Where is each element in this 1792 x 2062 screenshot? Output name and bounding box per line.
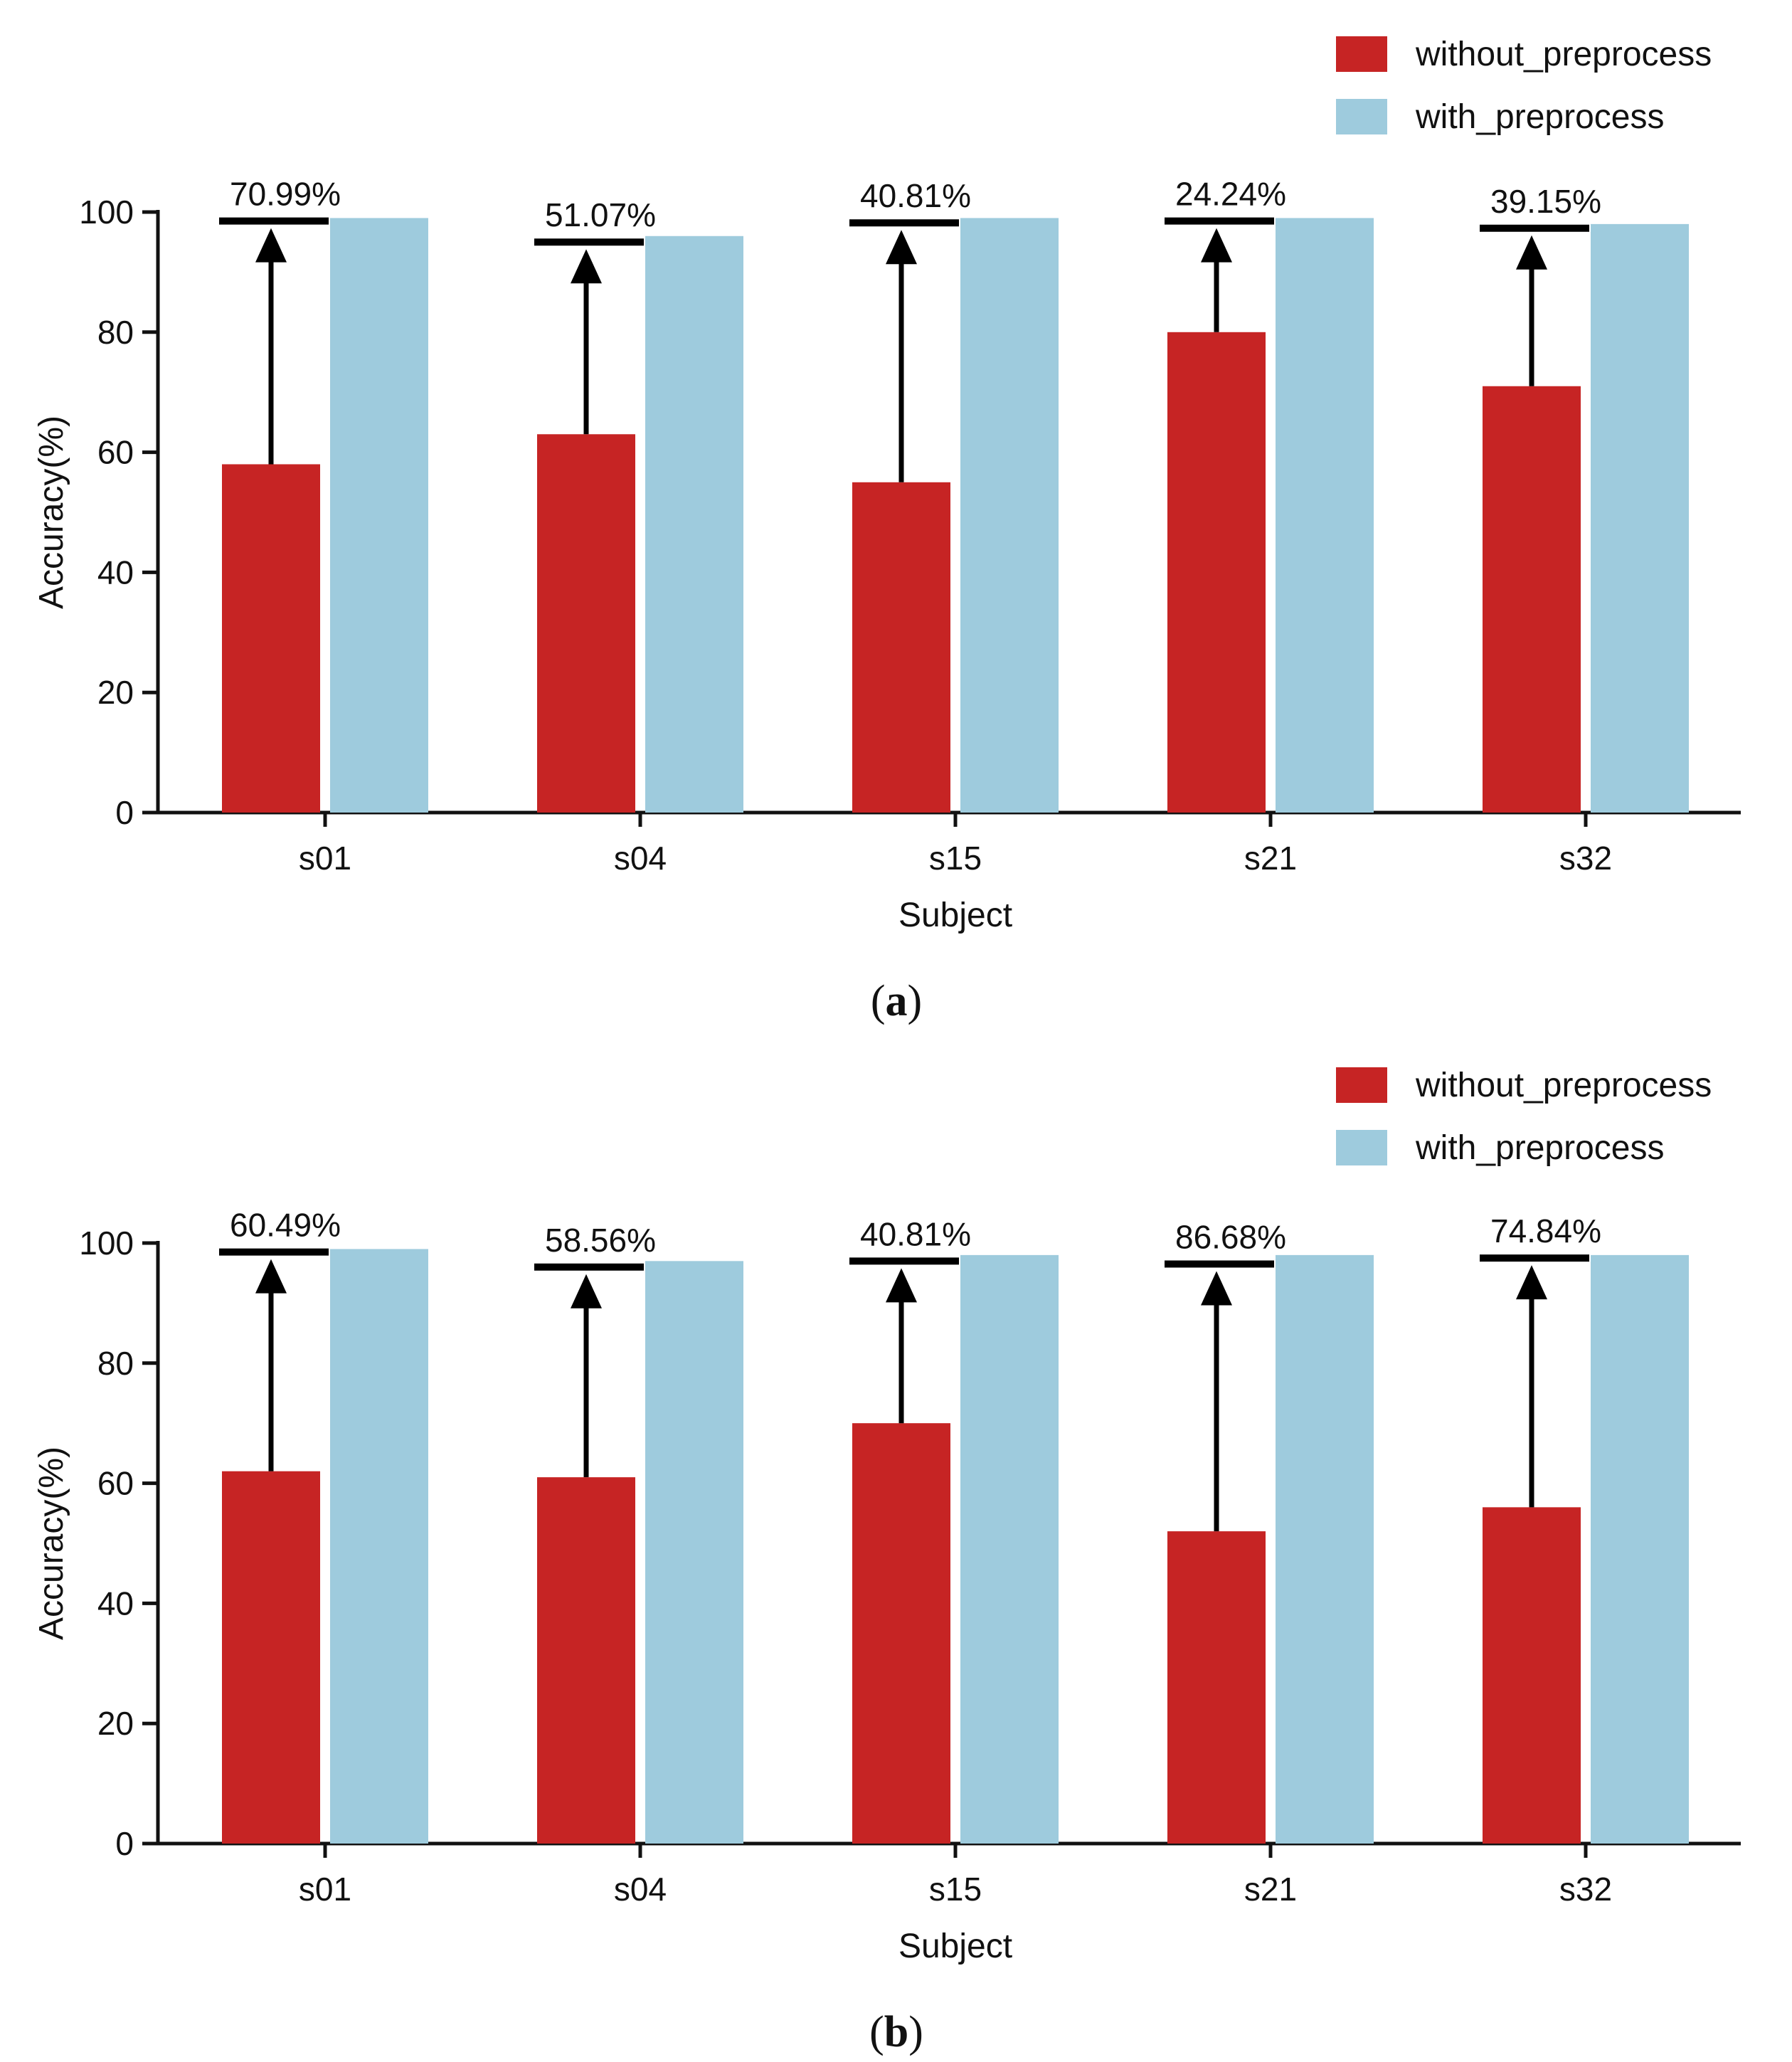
y-tick-label: 0 (115, 1825, 134, 1862)
improvement-label-s01: 60.49% (230, 1207, 341, 1244)
y-tick-label: 80 (97, 1345, 134, 1382)
bar-without-preprocess-s15 (852, 482, 950, 813)
bar-with-preprocess-s21 (1276, 1254, 1374, 1844)
improvement-arrowhead-s15 (886, 230, 917, 265)
y-tick-label: 20 (97, 1705, 134, 1742)
x-tick-label-s21: s21 (1244, 1871, 1297, 1908)
improvement-label-s04: 51.07% (545, 196, 656, 233)
panel-caption-letter: a (886, 977, 908, 1025)
legend-label-with-preprocess: with_preprocess (1415, 1129, 1665, 1167)
x-tick-label-s01: s01 (299, 840, 351, 877)
y-tick-label: 40 (97, 1585, 134, 1622)
bar-with-preprocess-s15 (960, 218, 1059, 813)
y-axis-title: Accuracy(%) (33, 1447, 70, 1640)
improvement-label-s01: 70.99% (230, 176, 341, 213)
bar-without-preprocess-s21 (1167, 1531, 1266, 1844)
y-tick-label: 100 (79, 1225, 134, 1262)
panel-caption: (a) (871, 977, 922, 1025)
legend-swatch-without-preprocess (1336, 36, 1387, 72)
legend-label-with-preprocess: with_preprocess (1415, 98, 1665, 136)
y-tick-label: 80 (97, 314, 134, 351)
improvement-arrowhead-s32 (1516, 1265, 1547, 1300)
x-tick-label-s32: s32 (1559, 1871, 1612, 1908)
chart-b-svg: without_preprocess with_preprocess 0 20 40 60… (33, 1067, 1741, 2056)
legend-label-without-preprocess: without_preprocess (1415, 1067, 1712, 1104)
bar-without-preprocess-s21 (1167, 332, 1266, 813)
bar-without-preprocess-s01 (222, 464, 320, 813)
bar-without-preprocess-s15 (852, 1423, 950, 1844)
improvement-arrowhead-s04 (571, 1274, 602, 1308)
legend: without_preprocess with_preprocess (1336, 1067, 1712, 1167)
bar-with-preprocess-s04 (645, 1261, 743, 1844)
bar-with-preprocess-s32 (1591, 223, 1689, 813)
bar-with-preprocess-s15 (960, 1254, 1059, 1844)
y-tick-label: 60 (97, 1465, 134, 1502)
x-tick-label-s01: s01 (299, 1871, 351, 1908)
legend-swatch-without-preprocess (1336, 1067, 1387, 1103)
x-tick-label-s04: s04 (614, 1871, 667, 1908)
y-tick-label: 100 (79, 194, 134, 231)
bar-with-preprocess-s01 (330, 218, 428, 813)
chart-b-group: without_preprocess with_preprocess 0 20 40 60… (33, 1067, 1741, 2056)
x-tick-label-s15: s15 (929, 840, 982, 877)
x-tick-label-s04: s04 (614, 840, 667, 877)
x-tick-label-s15: s15 (929, 1871, 982, 1908)
improvement-label-s15: 40.81% (860, 1215, 971, 1252)
improvement-arrowhead-s21 (1201, 1271, 1232, 1306)
x-axis-title: Subject (898, 1928, 1012, 1965)
bar-without-preprocess-s04 (537, 434, 635, 813)
bar-with-preprocess-s01 (330, 1249, 428, 1844)
x-tick-label-s32: s32 (1559, 840, 1612, 877)
improvement-label-s04: 58.56% (545, 1222, 656, 1259)
chart-panel-b: without_preprocess with_preprocess 0 20 40 60… (0, 1031, 1792, 2062)
x-tick-label-s21: s21 (1244, 840, 1297, 877)
y-tick-label: 0 (115, 794, 134, 831)
improvement-arrowhead-s21 (1201, 228, 1232, 263)
improvement-label-s21: 24.24% (1175, 176, 1286, 213)
chart-a-svg: without_preprocess with_preprocess 0 20 40 60… (33, 36, 1741, 1025)
chart-a-group: without_preprocess with_preprocess 0 20 40 60… (33, 36, 1741, 1025)
improvement-arrowhead-s04 (571, 249, 602, 284)
legend: without_preprocess with_preprocess (1336, 36, 1712, 136)
legend-swatch-with-preprocess (1336, 1130, 1387, 1165)
improvement-label-s15: 40.81% (860, 177, 971, 214)
improvement-arrowhead-s15 (886, 1268, 917, 1303)
bar-without-preprocess-s04 (537, 1477, 635, 1844)
y-tick-label: 60 (97, 434, 134, 471)
legend-swatch-with-preprocess (1336, 99, 1387, 134)
panel-caption-letter: b (884, 2008, 908, 2056)
y-tick-label: 20 (97, 674, 134, 711)
improvement-label-s32: 74.84% (1490, 1212, 1601, 1249)
bar-with-preprocess-s21 (1276, 218, 1374, 813)
improvement-arrowhead-s01 (255, 228, 287, 263)
improvement-arrowhead-s01 (255, 1259, 287, 1294)
bar-without-preprocess-s01 (222, 1471, 320, 1844)
chart-panel-a: without_preprocess with_preprocess 0 20 40 60… (33, 36, 1741, 1025)
bar-without-preprocess-s32 (1483, 1507, 1581, 1844)
bar-without-preprocess-s32 (1483, 386, 1581, 813)
legend-label-without-preprocess: without_preprocess (1415, 36, 1712, 73)
bar-with-preprocess-s04 (645, 236, 743, 813)
improvement-label-s32: 39.15% (1490, 183, 1601, 220)
improvement-arrowhead-s32 (1516, 235, 1547, 270)
y-axis-title: Accuracy(%) (33, 416, 70, 609)
y-tick-label: 40 (97, 554, 134, 591)
panel-caption: (b) (869, 2008, 923, 2056)
bar-with-preprocess-s32 (1591, 1254, 1689, 1844)
x-axis-title: Subject (898, 897, 1012, 934)
improvement-label-s21: 86.68% (1175, 1219, 1286, 1256)
